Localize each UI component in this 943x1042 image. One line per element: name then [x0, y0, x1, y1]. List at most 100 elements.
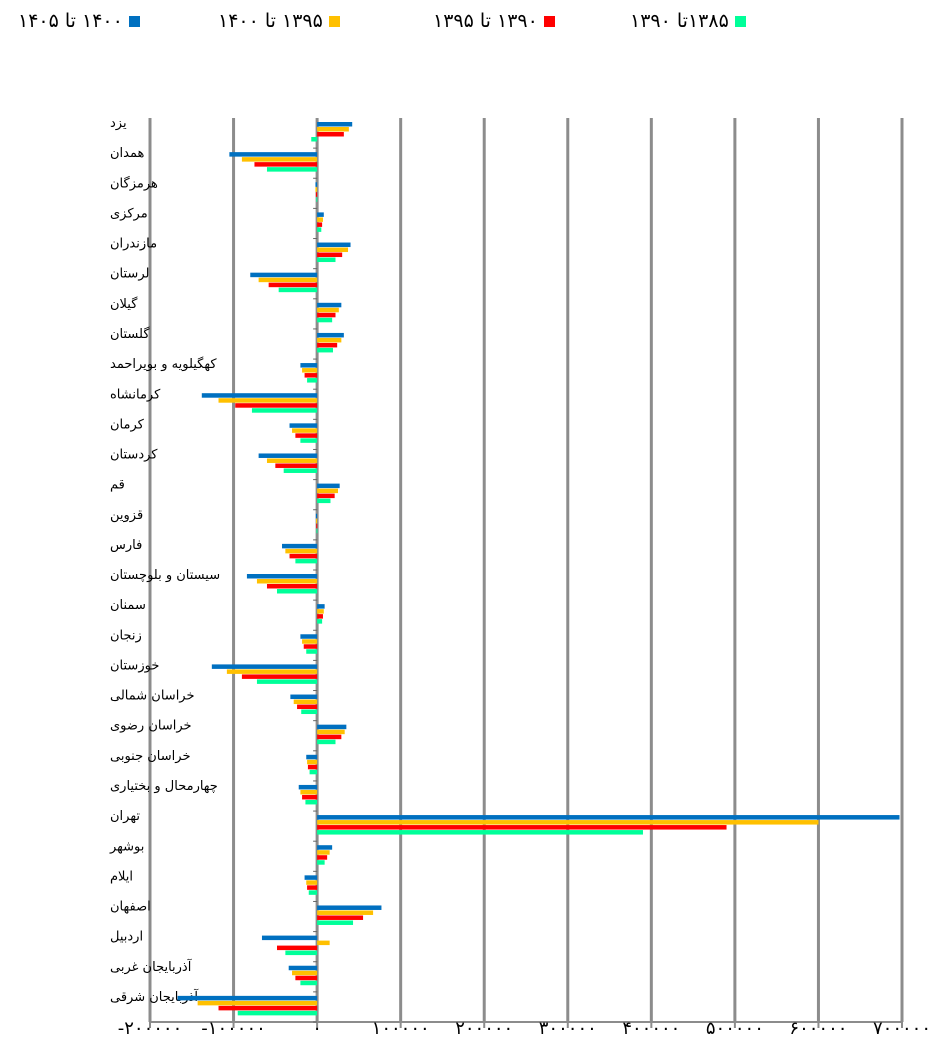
y-category-label: قم [110, 478, 125, 493]
bar [317, 815, 900, 820]
bar [317, 127, 349, 132]
bar [293, 699, 318, 705]
bar [317, 830, 643, 835]
bar [317, 855, 328, 860]
bar [317, 845, 333, 850]
bar [303, 644, 318, 649]
bar [258, 277, 318, 283]
bar [266, 584, 318, 589]
bar [317, 222, 323, 227]
bar [317, 247, 349, 253]
x-tick-label: -۱۰۰۰۰۰ [201, 1018, 266, 1039]
bar [237, 1010, 318, 1016]
bar [317, 493, 335, 499]
bar [241, 674, 318, 679]
x-tick-label: ۲۰۰۰۰۰ [455, 1018, 513, 1039]
x-tick-label: ۵۰۰۰۰۰ [706, 1018, 764, 1039]
bar [315, 182, 318, 187]
bar [261, 935, 318, 941]
bar [197, 1000, 318, 1006]
y-category-label: چهارمحال و بختیاری [110, 779, 218, 794]
x-tick-label: ۰ [312, 1018, 322, 1039]
y-category-label: قزوین [110, 508, 143, 523]
y-category-label: مرکزی [110, 206, 148, 221]
bar [307, 885, 318, 890]
bar [306, 649, 318, 654]
legend-swatch [328, 15, 340, 27]
bar [317, 910, 374, 915]
bar [300, 438, 318, 443]
bar [298, 784, 318, 790]
bar [302, 794, 318, 800]
legend-swatch [543, 15, 555, 27]
bar [317, 860, 325, 865]
bar [292, 428, 318, 433]
bar [218, 1005, 318, 1011]
y-category-label: خوزستان [110, 658, 159, 673]
y-category-label: کرمان [110, 417, 145, 432]
bar [317, 488, 338, 494]
bar [317, 337, 342, 343]
bar [211, 664, 318, 669]
bar [301, 709, 318, 715]
bar [285, 950, 318, 956]
bar [250, 272, 318, 278]
bar [317, 257, 336, 263]
bar [295, 558, 318, 564]
bar [268, 282, 318, 288]
legend-swatch [128, 15, 140, 27]
legend-label: ۱۳۸۵تا ۱۳۹۰ [630, 10, 729, 32]
y-category-label: همدان [110, 146, 144, 161]
bar [302, 368, 318, 373]
bar [317, 317, 333, 323]
bar [317, 729, 345, 735]
y-category-label: کرمانشاه [110, 387, 161, 402]
bar [315, 513, 318, 519]
bar [317, 614, 323, 619]
bar [306, 754, 318, 760]
bar [283, 468, 318, 473]
bar [302, 639, 318, 644]
bar [266, 458, 318, 463]
x-tick-label: ۴۰۰۰۰۰ [622, 1018, 680, 1039]
y-category-label: گلستان [110, 326, 150, 342]
bar [304, 373, 318, 378]
bar [317, 619, 323, 624]
bar [317, 609, 324, 614]
bar [177, 995, 318, 1001]
y-category-label: بوشهر [109, 839, 144, 854]
y-category-label: مازندران [110, 237, 157, 252]
bar [311, 137, 318, 142]
bar [317, 227, 322, 232]
bar [266, 167, 318, 172]
bar [201, 393, 318, 398]
bar [309, 769, 318, 775]
y-category-label: کهگیلویه و بویراحمد [110, 356, 217, 372]
bar [288, 965, 318, 971]
x-tick-label: ۳۰۰۰۰۰ [539, 1018, 597, 1039]
legend-label: ۱۳۹۰ تا ۱۳۹۵ [433, 10, 538, 32]
bar [317, 920, 354, 925]
bar [256, 679, 318, 684]
bar [317, 724, 347, 730]
y-category-label: ایلام [110, 869, 133, 884]
bar [317, 342, 338, 348]
bar [317, 905, 382, 910]
bar [278, 287, 318, 293]
bar [317, 825, 727, 830]
bar [307, 759, 318, 765]
bar [229, 152, 318, 157]
bar [297, 704, 318, 710]
bar [235, 403, 318, 408]
y-category-label: کردستان [110, 448, 158, 463]
bar [317, 739, 336, 745]
y-category-label: سمنان [110, 598, 146, 613]
bar [317, 122, 353, 127]
x-tick-label: ۶۰۰۰۰۰ [789, 1018, 847, 1039]
bar [316, 518, 318, 524]
y-category-label: هرمزگان [110, 175, 158, 191]
bar [258, 453, 318, 458]
bar [317, 820, 819, 825]
